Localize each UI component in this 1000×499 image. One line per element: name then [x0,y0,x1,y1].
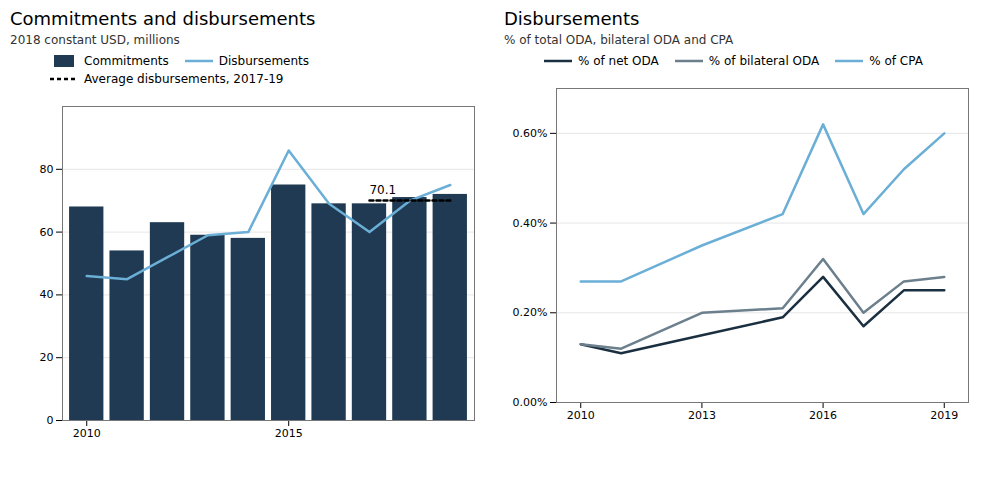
svg-text:2015: 2015 [275,427,303,440]
svg-text:0.20%: 0.20% [513,306,548,319]
svg-text:2019: 2019 [930,409,958,422]
html-text:% of CPA: % of CPA [869,54,923,68]
html-text:Disbursements: Disbursements [504,8,640,29]
svg-text:2010: 2010 [73,427,101,440]
html-text:Average disbursements, 2017-19: Average disbursements, 2017-19 [84,72,284,86]
html-text:Commitments: Commitments [84,54,169,68]
html-text:Commitments and disbursements: Commitments and disbursements [10,8,316,29]
html-text:% of net ODA: % of net ODA [578,54,659,68]
html-text:% of bilateral ODA: % of bilateral ODA [708,54,820,68]
svg-text:2016: 2016 [809,409,837,422]
svg-text:0.40%: 0.40% [513,217,548,230]
svg-text:2010: 2010 [567,409,595,422]
svg-text:80: 80 [40,163,54,176]
html-text:Disbursements: Disbursements [218,54,309,68]
svg-text:70.1: 70.1 [369,183,396,197]
svg-text:40: 40 [40,288,54,301]
svg-text:20: 20 [40,351,54,364]
svg-text:60: 60 [40,226,54,239]
svg-text:0.00%: 0.00% [513,396,548,409]
svg-text:0: 0 [47,414,54,427]
html-text:2018 constant USD, millions: 2018 constant USD, millions [10,33,180,47]
html-text:% of total ODA, bilateral ODA: % of total ODA, bilateral ODA and CPA [504,33,734,47]
svg-text:2013: 2013 [688,409,716,422]
svg-text:0.60%: 0.60% [513,127,548,140]
